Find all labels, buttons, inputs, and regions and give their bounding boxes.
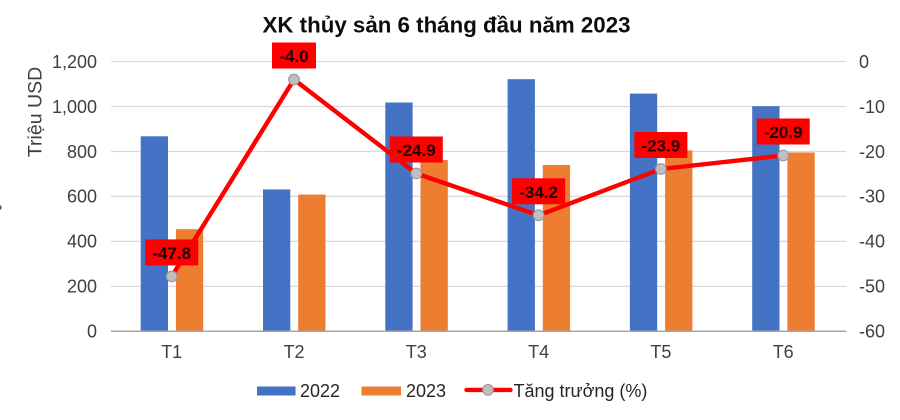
svg-text:600: 600 xyxy=(67,187,97,207)
svg-text:Tăng trưởng (%): Tăng trưởng (%) xyxy=(514,381,648,401)
svg-text:-60: -60 xyxy=(859,322,885,342)
svg-text:T1: T1 xyxy=(161,342,182,362)
svg-text:1,000: 1,000 xyxy=(52,97,97,117)
svg-text:-50: -50 xyxy=(859,277,885,297)
svg-text:0: 0 xyxy=(87,322,97,342)
svg-text:-20.9: -20.9 xyxy=(764,123,803,142)
svg-text:-4.0: -4.0 xyxy=(279,47,308,66)
svg-text:-30: -30 xyxy=(859,187,885,207)
svg-text:-40: -40 xyxy=(859,232,885,252)
svg-text:0: 0 xyxy=(859,52,869,72)
svg-text:2022: 2022 xyxy=(300,381,340,401)
svg-text:400: 400 xyxy=(67,232,97,252)
svg-text:T6: T6 xyxy=(773,342,794,362)
svg-text:1,200: 1,200 xyxy=(52,52,97,72)
svg-text:-23.9: -23.9 xyxy=(642,137,681,156)
svg-text:Triệu USD: Triệu USD xyxy=(25,67,47,157)
svg-text:T3: T3 xyxy=(406,342,427,362)
svg-text:2023: 2023 xyxy=(406,381,446,401)
svg-text:200: 200 xyxy=(67,277,97,297)
svg-text:-47.8: -47.8 xyxy=(152,244,191,263)
svg-text:-24.9: -24.9 xyxy=(397,141,436,160)
svg-text:-10: -10 xyxy=(859,97,885,117)
svg-text:T2: T2 xyxy=(283,342,304,362)
svg-text:XK thủy sản 6 tháng đầu năm 20: XK thủy sản 6 tháng đầu năm 2023 xyxy=(263,13,631,38)
svg-text:-34.2: -34.2 xyxy=(519,183,558,202)
svg-text:T4: T4 xyxy=(528,342,549,362)
svg-text:-20: -20 xyxy=(859,142,885,162)
svg-text:800: 800 xyxy=(67,142,97,162)
svg-text:T5: T5 xyxy=(650,342,671,362)
